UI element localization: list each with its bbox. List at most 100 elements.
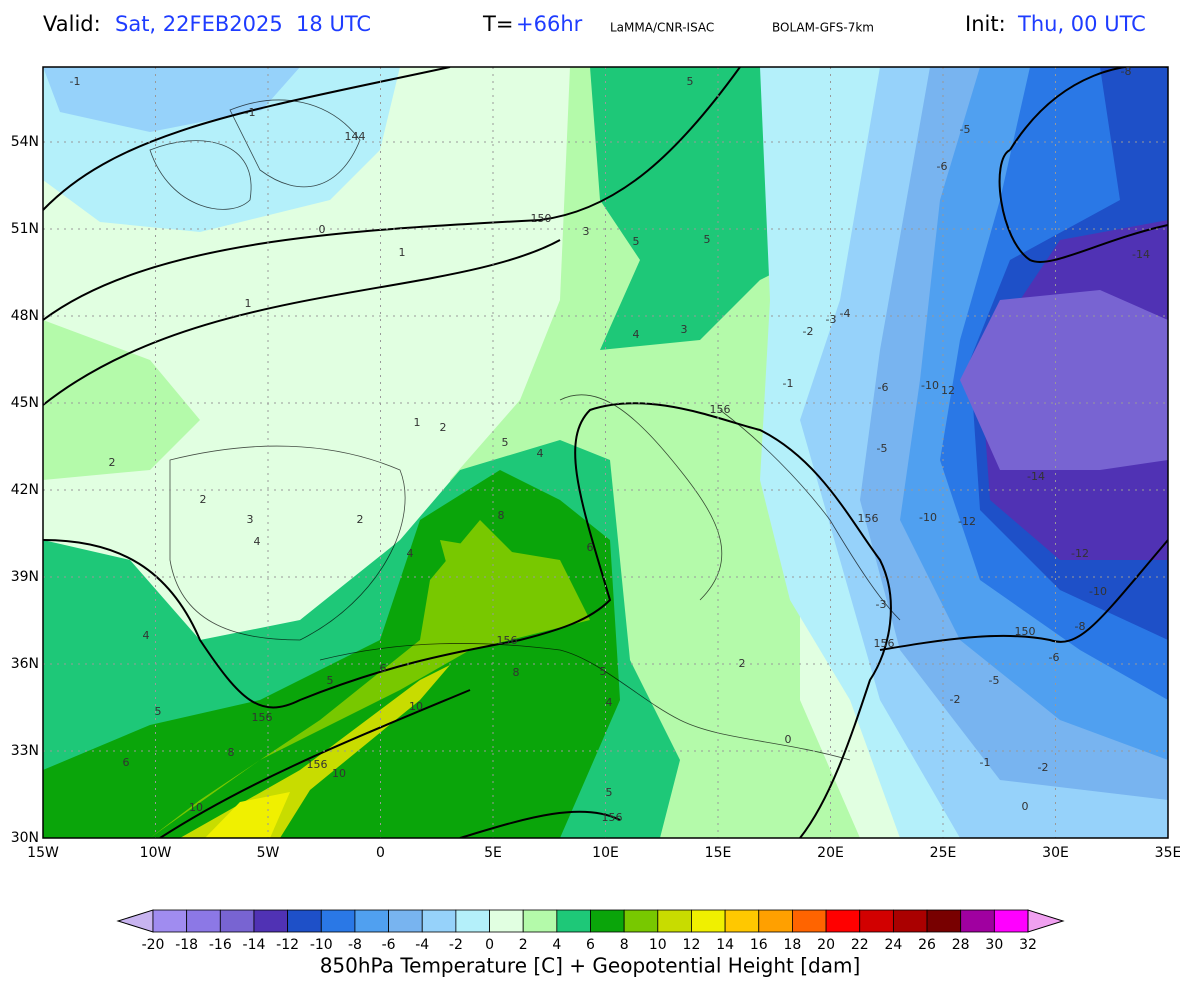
lon-tick-label: 5E bbox=[484, 845, 502, 861]
contour-label: 156 bbox=[497, 634, 518, 647]
lon-tick-label: 0 bbox=[376, 845, 385, 861]
contour-label: 0 bbox=[319, 223, 326, 236]
contour-label: -1 bbox=[70, 75, 81, 88]
contour-label: 5 bbox=[704, 233, 711, 246]
colorbar-box bbox=[421, 909, 457, 933]
contour-label: 2 bbox=[440, 421, 447, 434]
model: BOLAM-GFS-7km bbox=[772, 21, 874, 35]
contour-label: 3 bbox=[247, 513, 254, 526]
contour-label: 4 bbox=[633, 328, 640, 341]
lead-label: T= bbox=[482, 12, 513, 36]
contour-label: 2 bbox=[200, 493, 207, 506]
colorbar-box bbox=[623, 909, 659, 933]
contour-label: -6 bbox=[937, 160, 948, 173]
contour-label: 3 bbox=[681, 323, 688, 336]
colorbar-tick-label: -2 bbox=[449, 937, 463, 953]
colorbar-arrow-low bbox=[116, 909, 154, 933]
contour-label: -8 bbox=[1075, 620, 1086, 633]
colorbar-box bbox=[993, 909, 1029, 933]
lon-tick-label: 10E bbox=[592, 845, 619, 861]
contour-label: 0 bbox=[1022, 800, 1029, 813]
contour-label: -8 bbox=[1121, 65, 1132, 78]
lon-tick-label: 15E bbox=[705, 845, 732, 861]
colorbar-box bbox=[792, 909, 827, 933]
contour-label: 10 bbox=[409, 700, 423, 713]
valid-time: Sat, 22FEB2025 18 UTC bbox=[115, 12, 371, 36]
lat-tick-label: 39N bbox=[11, 569, 39, 585]
lon-tick-label: 15W bbox=[27, 845, 59, 861]
graticule: 15W 10W 5W 0 5E 10E 15E 20E 25E 30E 35E 30N 33N 36N 39… bbox=[11, 67, 1180, 861]
lat-tick-label: 33N bbox=[11, 743, 39, 759]
contour-label: 6 bbox=[380, 662, 387, 675]
colorbar-tick-label: 10 bbox=[649, 937, 667, 953]
contour-label: -3 bbox=[876, 598, 887, 611]
contour-label: 5 bbox=[600, 665, 607, 678]
colorbar-box bbox=[455, 909, 490, 933]
colorbar-box bbox=[825, 909, 861, 933]
colorbar-box bbox=[590, 909, 625, 933]
valid-label: Valid: bbox=[43, 12, 101, 36]
contour-label: 156 bbox=[307, 758, 328, 771]
contour-label: 3 bbox=[583, 225, 590, 238]
contour-label: 156 bbox=[252, 711, 273, 724]
colorbar-tick-label: 0 bbox=[485, 937, 494, 953]
contour-label: 6 bbox=[587, 541, 594, 554]
colorbar-tick-label: 22 bbox=[851, 937, 869, 953]
colorbar: -20 -18 -16 -14 -12 -10 -8 -6 -4 -2 0 2 4 6 8 10 12 14 16 1… bbox=[116, 909, 1065, 953]
colorbar-box bbox=[859, 909, 894, 933]
contour-label: 10 bbox=[332, 767, 346, 780]
contour-label: 144 bbox=[345, 130, 366, 143]
colorbar-arrow-high bbox=[1027, 909, 1065, 933]
lon-tick-label: 5W bbox=[257, 845, 280, 861]
contour-label: 0 bbox=[785, 733, 792, 746]
colorbar-tick-label: 4 bbox=[552, 937, 561, 953]
colorbar-tick-label: -14 bbox=[243, 937, 266, 953]
contour-label: -10 bbox=[921, 379, 939, 392]
colorbar-box bbox=[691, 909, 726, 933]
contour-label: 8 bbox=[513, 666, 520, 679]
colorbar-box bbox=[556, 909, 591, 933]
contour-label: 150 bbox=[1015, 625, 1036, 638]
colorbar-tick-label: 32 bbox=[1019, 937, 1037, 953]
contour-label: 1 bbox=[245, 297, 252, 310]
colorbar-tick-label: -6 bbox=[382, 937, 396, 953]
colorbar-tick-label: 18 bbox=[784, 937, 802, 953]
contour-label: 156 bbox=[602, 811, 623, 824]
contour-label: -4 bbox=[840, 307, 851, 320]
contour-label: 2 bbox=[109, 456, 116, 469]
lat-tick-label: 36N bbox=[11, 656, 39, 672]
lon-tick-label: 30E bbox=[1042, 845, 1069, 861]
contour-label: -3 bbox=[826, 313, 837, 326]
colorbar-box bbox=[287, 909, 322, 933]
colorbar-tick-label: 20 bbox=[817, 937, 835, 953]
contour-label: 2 bbox=[357, 513, 364, 526]
contour-label: 5 bbox=[155, 705, 162, 718]
contour-label: -6 bbox=[878, 381, 889, 394]
contour-label: 5 bbox=[606, 786, 613, 799]
colorbar-tick-label: 24 bbox=[884, 937, 902, 953]
contour-label: -1 bbox=[245, 106, 256, 119]
contour-label: -10 bbox=[919, 511, 937, 524]
colorbar-tick-label: 2 bbox=[519, 937, 528, 953]
colorbar-box bbox=[926, 909, 962, 933]
colorbar-box bbox=[892, 909, 928, 933]
colorbar-box bbox=[152, 909, 188, 933]
colorbar-tick-label: -8 bbox=[348, 937, 362, 953]
colorbar-tick-label: -10 bbox=[310, 937, 333, 953]
colorbar-box bbox=[219, 909, 255, 933]
lat-tick-label: 30N bbox=[11, 830, 39, 846]
init-time: Thu, 00 UTC bbox=[1017, 12, 1146, 36]
colorbar-box bbox=[657, 909, 692, 933]
lat-tick-label: 45N bbox=[11, 395, 39, 411]
contour-label: -5 bbox=[877, 442, 888, 455]
contour-label: 8 bbox=[498, 509, 505, 522]
contour-label: 4 bbox=[606, 696, 613, 709]
contour-label: -10 bbox=[1089, 585, 1107, 598]
colorbar-box bbox=[253, 909, 289, 933]
colorbar-box bbox=[960, 909, 995, 933]
contour-label: -1 bbox=[980, 756, 991, 769]
colorbar-tick-label: -20 bbox=[142, 937, 165, 953]
colorbar-tick-label: 26 bbox=[918, 937, 936, 953]
contour-label: 156 bbox=[710, 403, 731, 416]
